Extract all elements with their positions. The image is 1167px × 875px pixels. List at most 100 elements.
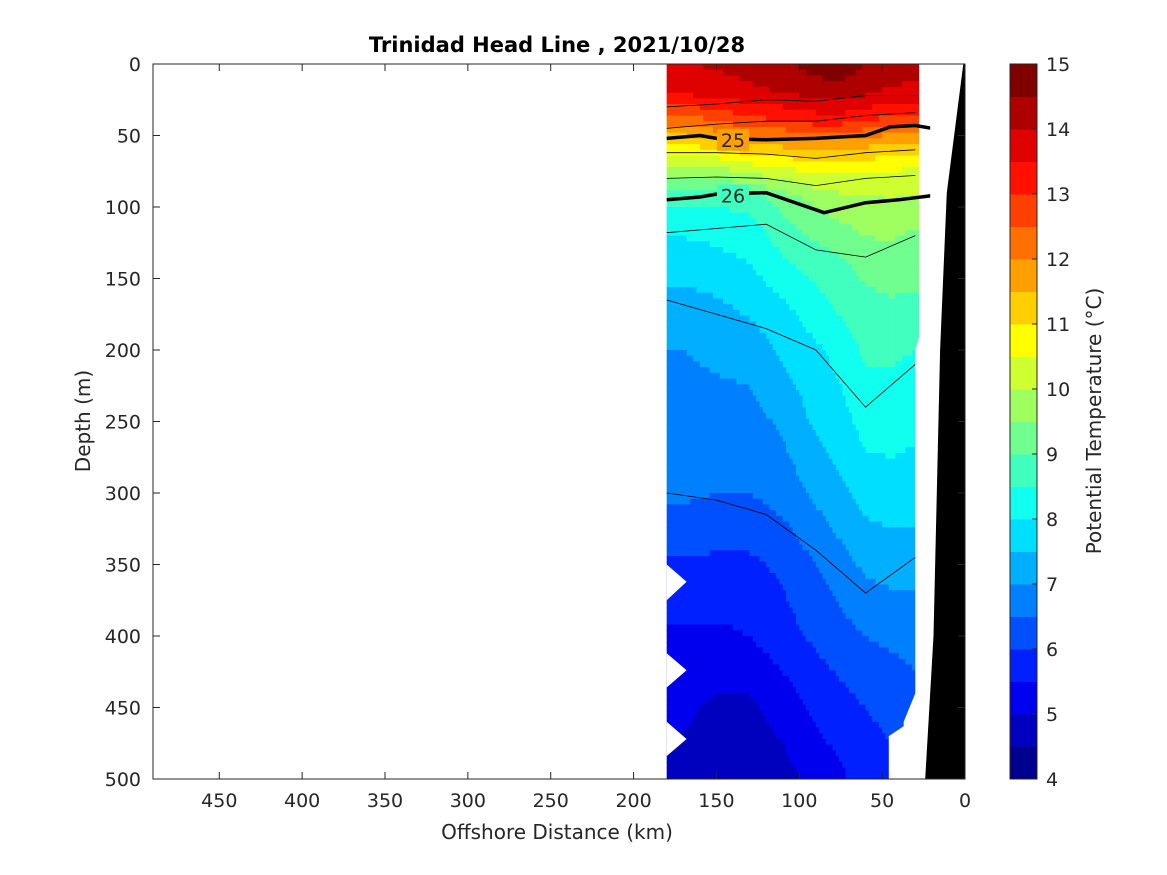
temperature-cell — [696, 441, 701, 448]
temperature-cell — [689, 287, 694, 294]
temperature-cell — [686, 247, 691, 254]
temperature-cell — [723, 172, 727, 179]
temperature-cell — [742, 315, 747, 322]
temperature-cell — [673, 92, 678, 99]
temperature-cell — [666, 378, 671, 385]
temperature-cell — [689, 229, 694, 237]
temperature-cell — [693, 504, 698, 511]
temperature-cell — [696, 292, 701, 300]
temperature-cell — [699, 698, 704, 706]
temperature-cell — [756, 109, 761, 117]
temperature-cell — [752, 430, 757, 437]
temperature-cell — [706, 641, 711, 649]
temperature-cell — [726, 636, 731, 643]
temperature-cell — [686, 224, 691, 231]
temperature-cell — [713, 595, 718, 603]
temperature-cell — [686, 504, 691, 511]
temperature-cell — [736, 172, 741, 179]
temperature-cell — [733, 424, 737, 431]
temperature-cell — [676, 155, 681, 162]
temperature-cell — [703, 424, 708, 431]
temperature-cell — [699, 744, 704, 751]
temperature-cell — [742, 207, 747, 214]
temperature-cell — [679, 475, 684, 483]
temperature-cell — [726, 475, 731, 483]
temperature-cell — [683, 767, 688, 774]
temperature-cell — [752, 447, 757, 454]
temperature-cell — [693, 92, 698, 99]
temperature-cell — [729, 344, 734, 351]
temperature-cell — [749, 527, 754, 534]
temperature-cell — [703, 567, 708, 574]
temperature-cell — [739, 424, 744, 431]
temperature-cell — [696, 166, 701, 174]
temperature-cell — [696, 487, 701, 494]
temperature-cell — [676, 515, 681, 523]
temperature-cell — [733, 390, 737, 397]
temperature-cell — [749, 452, 754, 460]
temperature-cell — [726, 607, 731, 614]
temperature-cell — [746, 327, 751, 334]
temperature-cell — [739, 395, 744, 403]
temperature-cell — [719, 104, 724, 111]
temperature-cell — [676, 704, 681, 711]
temperature-cell — [746, 584, 751, 591]
temperature-cell — [676, 618, 681, 626]
temperature-cell — [733, 75, 737, 82]
temperature-cell — [670, 355, 674, 363]
temperature-cell — [713, 767, 718, 774]
temperature-cell — [683, 247, 688, 254]
temperature-cell — [749, 458, 754, 465]
temperature-cell — [689, 252, 694, 260]
temperature-cell — [699, 481, 704, 488]
temperature-cell — [699, 155, 704, 162]
temperature-cell — [696, 275, 701, 282]
temperature-cell — [696, 64, 701, 71]
temperature-cell — [713, 355, 718, 363]
temperature-cell — [666, 441, 671, 448]
temperature-cell — [706, 109, 711, 117]
temperature-cell — [686, 321, 691, 328]
temperature-cell — [683, 470, 688, 477]
temperature-cell — [696, 567, 701, 574]
temperature-cell — [749, 430, 754, 437]
temperature-cell — [749, 590, 754, 597]
temperature-cell — [752, 510, 757, 517]
temperature-cell — [683, 555, 688, 563]
temperature-cell — [706, 390, 711, 397]
temperature-cell — [719, 172, 724, 179]
temperature-cell — [749, 470, 754, 477]
temperature-cell — [742, 241, 747, 248]
temperature-cell — [693, 613, 698, 620]
temperature-cell — [742, 292, 747, 300]
temperature-cell — [739, 258, 744, 265]
temperature-cell — [676, 298, 681, 305]
temperature-cell — [736, 64, 741, 71]
temperature-cell — [696, 258, 701, 265]
temperature-cell — [733, 464, 737, 471]
temperature-cell — [686, 401, 691, 408]
temperature-cell — [746, 487, 751, 494]
temperature-cell — [723, 412, 727, 420]
temperature-cell — [686, 126, 691, 134]
temperature-cell — [696, 161, 701, 168]
temperature-cell — [686, 716, 691, 723]
temperature-cell — [699, 573, 704, 580]
temperature-cell — [752, 493, 757, 500]
temperature-cell — [749, 693, 754, 700]
temperature-cell — [749, 407, 754, 414]
temperature-cell — [723, 367, 727, 374]
temperature-cell — [699, 407, 704, 414]
temperature-cell — [749, 344, 754, 351]
temperature-cell — [742, 584, 747, 591]
temperature-cell — [689, 327, 694, 334]
temperature-cell — [723, 98, 727, 105]
temperature-cell — [713, 510, 718, 517]
temperature-cell — [739, 166, 744, 174]
temperature-cell — [673, 258, 678, 265]
temperature-cell — [673, 344, 678, 351]
temperature-cell — [670, 693, 674, 700]
temperature-cell — [679, 681, 684, 689]
temperature-cell — [752, 515, 757, 523]
temperature-cell — [742, 424, 747, 431]
